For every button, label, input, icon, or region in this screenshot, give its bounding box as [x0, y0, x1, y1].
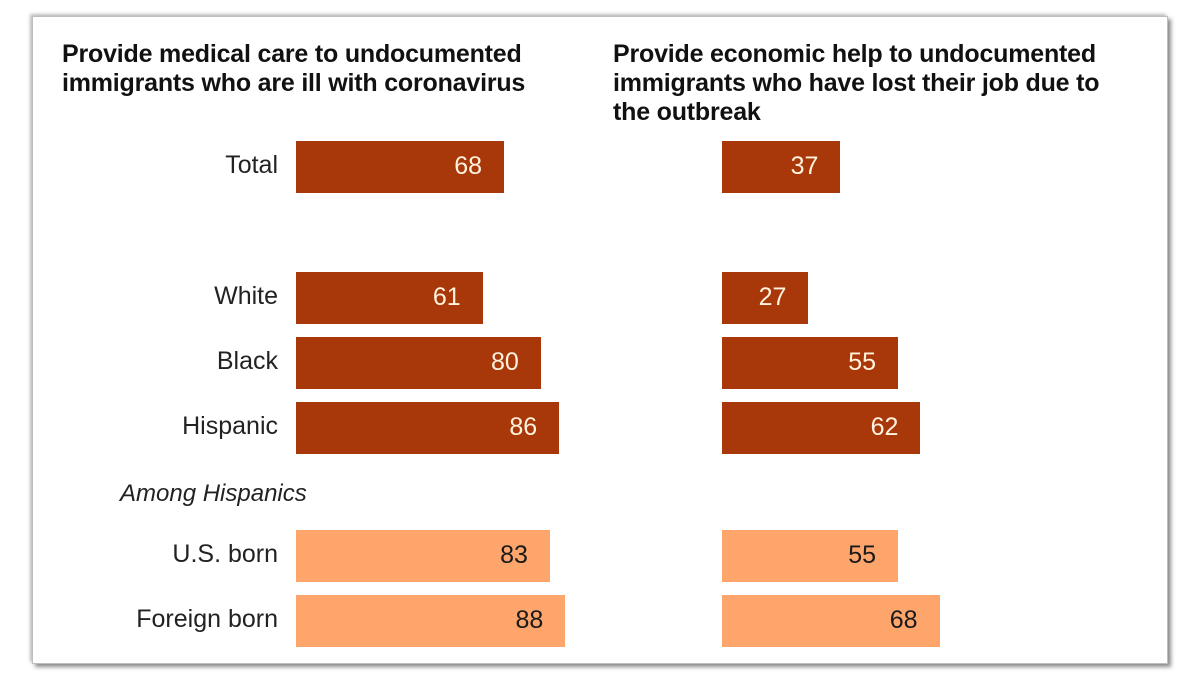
chart-frame: [32, 16, 1168, 664]
data-label: 37: [790, 152, 819, 180]
data-label: 61: [432, 283, 461, 311]
category-label-black: Black: [216, 347, 278, 375]
category-label-hispanic: Hispanic: [182, 412, 278, 440]
data-label: 27: [758, 283, 787, 311]
bar-economic-black: 55: [722, 337, 898, 389]
data-label: 55: [848, 541, 876, 569]
data-label: 80: [490, 348, 519, 376]
bar-economic-total: 37: [722, 141, 841, 193]
category-label-u-s-born: U.S. born: [172, 540, 278, 568]
bar-economic-hispanic: 62: [722, 402, 921, 454]
bar-medical-hispanic: 86: [296, 402, 560, 454]
bar-economic-white: 27: [722, 272, 809, 324]
data-label: 62: [870, 413, 899, 441]
data-label: 86: [509, 413, 538, 441]
category-label-total: Total: [225, 151, 278, 179]
bar-economic-u-s-born: 55: [722, 530, 898, 582]
bar-medical-total: 68: [296, 141, 505, 193]
data-label: 55: [848, 348, 876, 376]
data-label: 68: [889, 606, 918, 634]
chart-title-economic-help: Provide economic help to undocumented im…: [613, 40, 1100, 126]
bar-medical-u-s-born: 83: [296, 530, 550, 582]
data-label: 88: [515, 606, 544, 634]
category-label-white: White: [214, 282, 278, 310]
data-label: 83: [500, 541, 528, 569]
category-label-foreign-born: Foreign born: [136, 605, 278, 633]
data-label: 68: [454, 152, 483, 180]
bar-medical-white: 61: [296, 272, 483, 324]
bar-medical-foreign-born: 88: [296, 595, 566, 647]
bar-economic-foreign-born: 68: [722, 595, 940, 647]
chart-title-medical-care: Provide medical care to undocumented imm…: [62, 40, 526, 97]
group-label-among-hispanics: Among Hispanics: [120, 480, 307, 507]
bar-medical-black: 80: [296, 337, 541, 389]
